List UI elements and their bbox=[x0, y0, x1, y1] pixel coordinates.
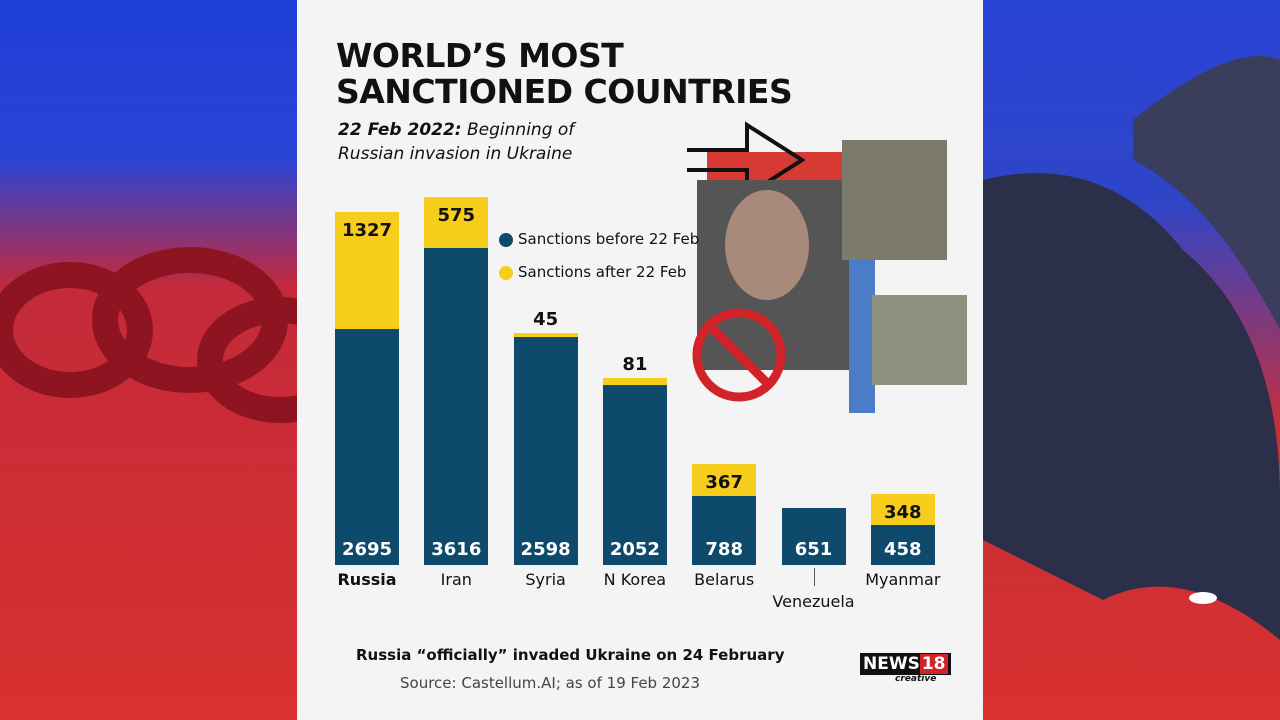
bar-segment bbox=[602, 385, 667, 565]
legend-label: Sanctions after 22 Feb bbox=[518, 263, 687, 281]
background-right bbox=[983, 0, 1280, 720]
chain-illustration bbox=[0, 247, 363, 423]
data-label: 1327 bbox=[341, 220, 393, 242]
bar-segment bbox=[424, 197, 489, 248]
data-label: 458 bbox=[884, 539, 922, 560]
source: Source: Castellum.AI; as of 19 Feb 2023 bbox=[400, 674, 701, 692]
x-tick-label: Venezuela bbox=[772, 592, 855, 611]
bar-segment bbox=[335, 328, 399, 565]
legend-label: Sanctions before 22 Feb bbox=[518, 230, 700, 248]
bar-segment bbox=[513, 337, 578, 565]
bar-segment bbox=[781, 507, 846, 565]
bar-segment bbox=[870, 494, 935, 525]
x-tick-label: Iran bbox=[440, 570, 472, 589]
logo-text: NEWS bbox=[863, 654, 920, 674]
bear-illustration bbox=[983, 56, 1280, 641]
data-label: 2598 bbox=[520, 539, 571, 560]
data-label: 575 bbox=[437, 205, 476, 227]
data-label: 651 bbox=[794, 539, 833, 560]
photo-collage bbox=[687, 121, 967, 413]
legend-swatch bbox=[499, 266, 513, 280]
data-label: 348 bbox=[884, 502, 922, 524]
chart-subtitle: 22 Feb 2022: Beginning of Russian invasi… bbox=[338, 118, 638, 166]
x-tick-label: Russia bbox=[337, 570, 397, 589]
bar-segment bbox=[692, 495, 757, 565]
data-label: 2695 bbox=[341, 539, 393, 560]
subtitle-date: 22 Feb 2022: bbox=[338, 120, 462, 140]
x-tick-label: N Korea bbox=[603, 570, 667, 589]
bar-segment bbox=[692, 463, 757, 496]
data-label: 45 bbox=[533, 309, 559, 331]
data-label: 3616 bbox=[431, 539, 482, 560]
logo-number: 18 bbox=[919, 654, 948, 674]
bar-segment bbox=[602, 377, 667, 386]
x-tick-label: Syria bbox=[525, 570, 566, 589]
logo: NEWS 18 bbox=[860, 653, 951, 675]
data-label: 367 bbox=[705, 471, 743, 493]
bar-segment bbox=[335, 212, 399, 329]
data-label: 2052 bbox=[609, 539, 660, 560]
data-label: 788 bbox=[705, 539, 743, 560]
footnote: Russia “officially” invaded Ukraine on 2… bbox=[356, 646, 785, 664]
bar-segment bbox=[513, 333, 578, 338]
data-label: 81 bbox=[622, 353, 648, 375]
infographic-panel bbox=[297, 0, 983, 720]
x-tick-label: Belarus bbox=[694, 570, 755, 589]
label-leader bbox=[813, 568, 815, 586]
background-left bbox=[0, 0, 363, 720]
bar-segment bbox=[870, 524, 935, 565]
logo-subtext: creative bbox=[895, 674, 937, 684]
bar-segment bbox=[424, 247, 489, 565]
legend-swatch bbox=[499, 233, 513, 247]
x-tick-label: Myanmar bbox=[865, 570, 941, 589]
subtitle-text: Beginning of Russian invasion in Ukraine bbox=[338, 120, 575, 164]
chart-title: WORLD’S MOST SANCTIONED COUNTRIES bbox=[336, 36, 793, 111]
